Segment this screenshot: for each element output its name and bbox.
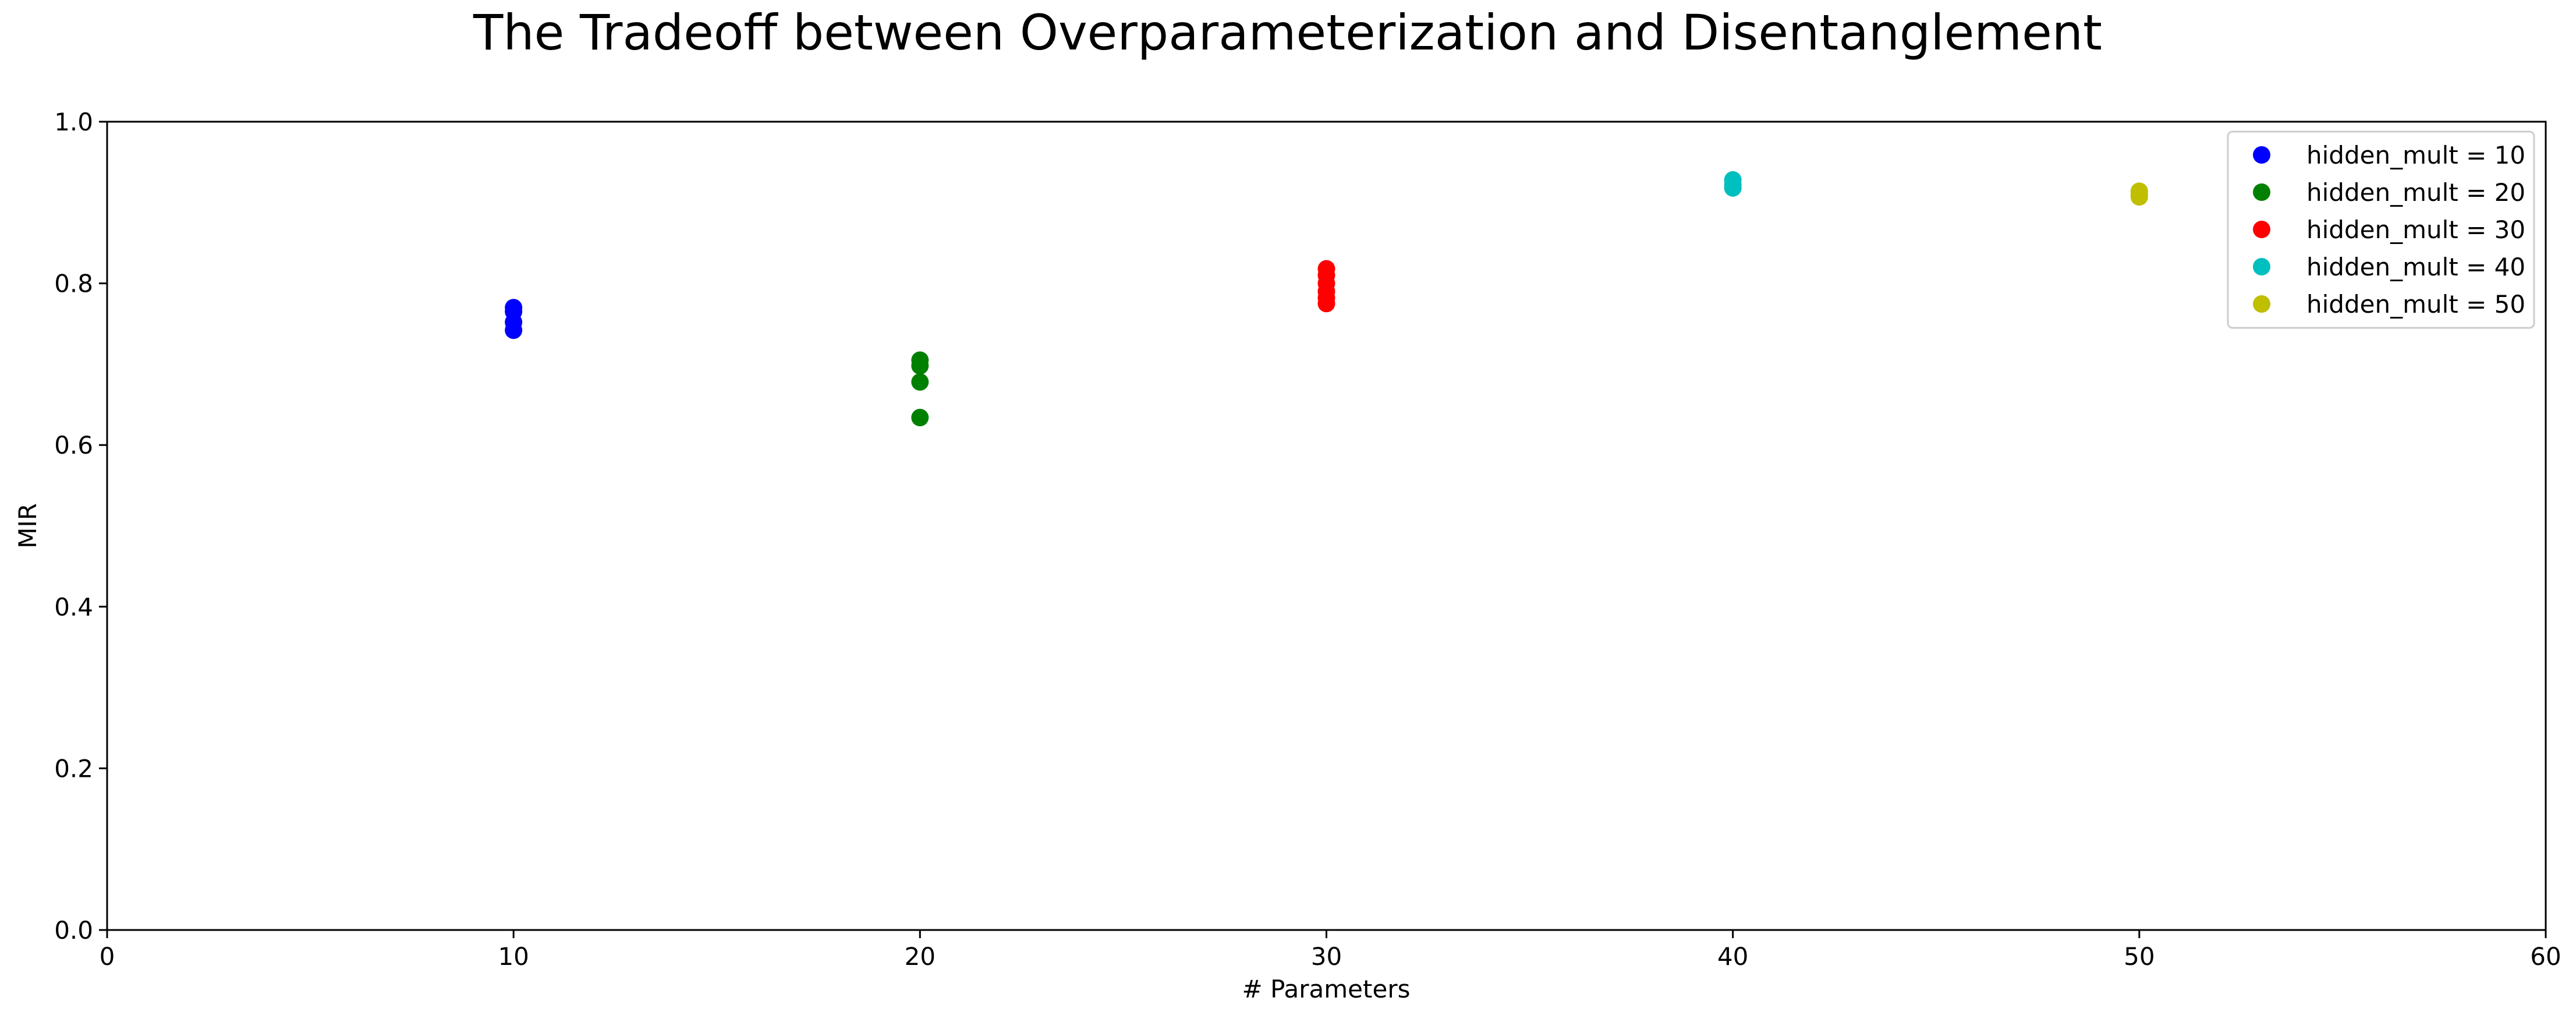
legend-marker: [2253, 183, 2270, 201]
x-tick-label: 50: [2124, 942, 2155, 971]
data-point-hidden-mult-40: [1724, 179, 1742, 197]
legend-box: [2227, 130, 2535, 329]
legend-marker: [2253, 221, 2270, 238]
data-point-hidden-mult-20: [911, 409, 929, 427]
y-axis: 0.0 0.2 0.4 0.6 0.8 1.0: [54, 108, 107, 945]
x-tick-label: 20: [905, 942, 936, 971]
y-tick-label: 0.4: [54, 593, 93, 621]
x-tick-label: 0: [100, 942, 115, 971]
data-points: [505, 171, 2148, 427]
y-tick-label: 1.0: [54, 108, 93, 136]
legend-marker: [2253, 295, 2270, 313]
x-axis-label: # Parameters: [1242, 975, 1411, 1003]
data-point-hidden-mult-30: [1317, 295, 1335, 313]
x-tick-label: 10: [498, 942, 529, 971]
data-point-hidden-mult-20: [911, 373, 929, 391]
plot-area: 0.0 0.2 0.4 0.6 0.8 1.0 0 10 20 30 40 50 60: [54, 108, 2561, 971]
x-tick-label: 40: [1717, 942, 1748, 971]
data-point-hidden-mult-50: [2130, 188, 2148, 206]
legend-label: hidden_mult = 30: [2306, 215, 2525, 244]
legend: hidden_mult = 10 hidden_mult = 20 hidden_m…: [2227, 130, 2535, 329]
legend-marker: [2253, 258, 2270, 275]
legend-label: hidden_mult = 40: [2306, 253, 2525, 281]
plot-frame: [106, 121, 2547, 931]
data-point-hidden-mult-20: [911, 357, 929, 375]
y-tick-label: 0.8: [54, 270, 93, 298]
y-tick-label: 0.6: [54, 431, 93, 459]
data-point-hidden-mult-10: [505, 321, 523, 340]
y-tick-label: 0.2: [54, 754, 93, 783]
x-tick-label: 30: [1311, 942, 1342, 971]
x-tick-label: 60: [2530, 942, 2561, 971]
chart-title: The Tradeoff between Overparameterizatio…: [473, 4, 2102, 61]
legend-label: hidden_mult = 20: [2306, 178, 2525, 207]
legend-label: hidden_mult = 50: [2306, 290, 2525, 319]
y-axis-label: MIR: [13, 503, 42, 549]
y-tick-label: 0.0: [54, 916, 93, 945]
x-axis: 0 10 20 30 40 50 60: [100, 930, 2561, 971]
legend-marker: [2253, 146, 2270, 164]
legend-label: hidden_mult = 10: [2306, 141, 2525, 169]
